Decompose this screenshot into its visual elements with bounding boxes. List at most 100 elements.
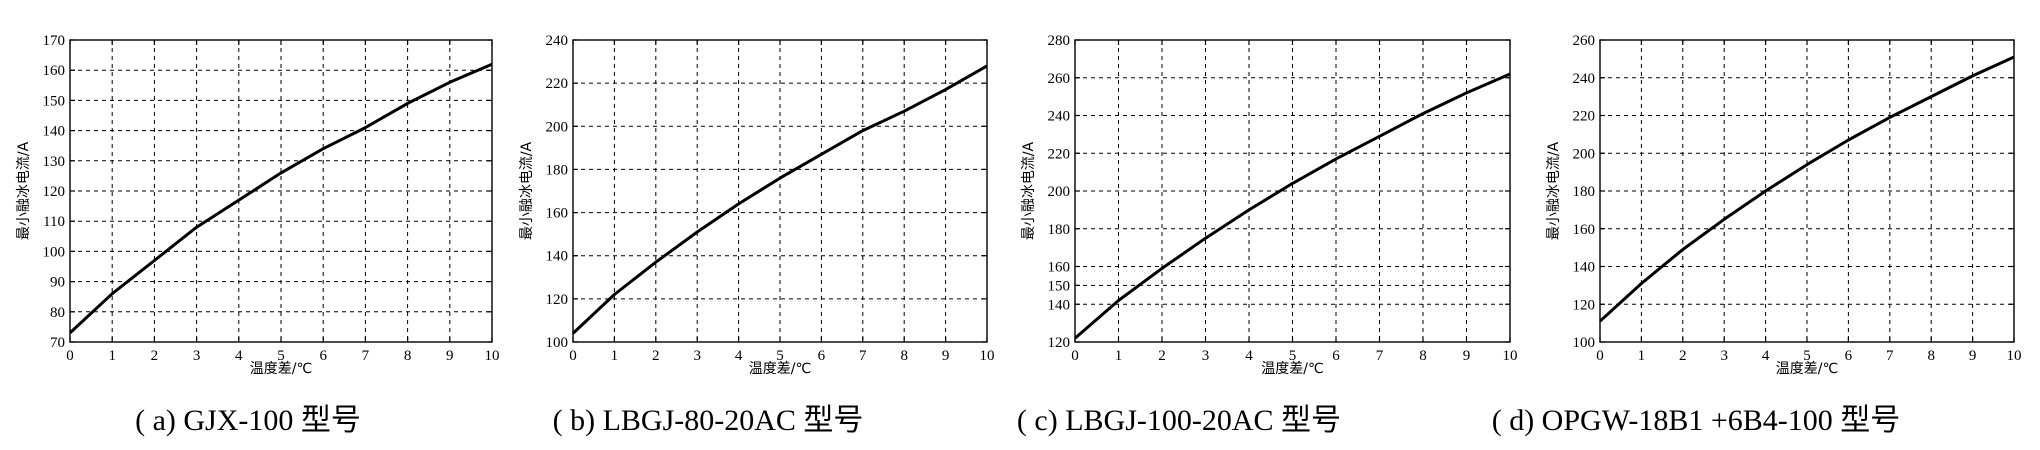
x-tick-label: 2 — [151, 348, 159, 364]
y-tick-label: 220 — [1048, 146, 1071, 162]
y-axis-label: 最小融冰电流/A — [1546, 141, 1562, 240]
x-tick-label: 1 — [1115, 348, 1123, 364]
x-tick-label: 4 — [235, 348, 243, 364]
y-tick-label: 110 — [43, 214, 65, 230]
y-tick-label: 70 — [50, 335, 65, 351]
x-tick-label: 4 — [1245, 348, 1253, 364]
x-tick-label: 9 — [942, 348, 950, 364]
chart-panel-1: 0 1 2 3 4 5 6 7 8 9 10 70 80 90 100 110 120 130 140 150 160 1… — [16, 33, 500, 437]
x-tick-label: 9 — [1463, 348, 1471, 364]
y-tick-label: 120 — [546, 292, 569, 308]
x-tick-label: 10 — [2007, 348, 2022, 364]
y-axis-label: 最小融冰电流/A — [16, 141, 32, 240]
y-tick-label: 90 — [50, 275, 65, 291]
y-tick-label: 220 — [1573, 109, 1596, 125]
y-tick-label: 180 — [1048, 222, 1071, 238]
y-tick-label: 160 — [43, 63, 66, 79]
x-tick-label: 5 — [1289, 348, 1297, 364]
x-tick-label: 7 — [1886, 348, 1894, 364]
y-tick-label: 150 — [1048, 278, 1071, 294]
x-tick-label: 9 — [446, 348, 454, 364]
x-tick-label: 4 — [735, 348, 743, 364]
y-tick-label: 260 — [1048, 71, 1071, 87]
panel-caption: ( c) LBGJ-100-20AC 型号 — [1017, 404, 1341, 437]
y-tick-label: 260 — [1573, 33, 1596, 49]
x-tick-label: 5 — [277, 348, 285, 364]
x-tick-label: 5 — [776, 348, 784, 364]
x-tick-label: 10 — [980, 348, 995, 364]
x-tick-label: 6 — [319, 348, 327, 364]
x-tick-label: 2 — [1158, 348, 1166, 364]
y-tick-label: 170 — [43, 33, 66, 49]
y-axis-label: 最小融冰电流/A — [519, 141, 535, 240]
y-tick-label: 180 — [546, 162, 569, 178]
x-tick-label: 9 — [1969, 348, 1977, 364]
panel-caption: ( d) OPGW-18B1 +6B4-100 型号 — [1492, 404, 1901, 437]
series-line — [1074, 72, 1511, 340]
x-tick-label: 0 — [1071, 348, 1079, 364]
y-tick-label: 130 — [43, 154, 66, 170]
x-tick-label: 8 — [900, 348, 908, 364]
x-tick-label: 0 — [66, 348, 74, 364]
y-tick-label: 120 — [1573, 297, 1596, 313]
y-tick-label: 240 — [1048, 109, 1071, 125]
y-tick-label: 140 — [546, 249, 569, 265]
series-line — [1598, 55, 2015, 323]
y-tick-label: 240 — [546, 33, 569, 49]
y-tick-label: 200 — [1048, 184, 1071, 200]
x-tick-label: 1 — [611, 348, 619, 364]
y-axis-label: 最小融冰电流/A — [1021, 141, 1037, 240]
y-tick-label: 100 — [546, 335, 569, 351]
x-axis-label: 温度差/℃ — [749, 361, 811, 377]
x-tick-label: 5 — [1803, 348, 1811, 364]
y-tick-label: 140 — [1573, 260, 1596, 276]
x-tick-label: 10 — [1503, 348, 1518, 364]
series-line — [571, 64, 988, 335]
panel-caption: ( a) GJX-100 型号 — [135, 404, 361, 437]
x-tick-label: 3 — [1720, 348, 1728, 364]
x-axis-label: 温度差/℃ — [250, 361, 312, 377]
y-tick-label: 180 — [1573, 184, 1596, 200]
x-tick-label: 8 — [1419, 348, 1427, 364]
x-tick-label: 7 — [1376, 348, 1384, 364]
x-tick-label: 2 — [652, 348, 660, 364]
y-tick-label: 150 — [43, 93, 66, 109]
y-tick-label: 160 — [1048, 260, 1071, 276]
y-tick-label: 160 — [1573, 222, 1596, 238]
y-tick-label: 100 — [1573, 335, 1596, 351]
chart-panel-2: 0 1 2 3 4 5 6 7 8 9 10 100 120 140 160 180 200 220 240 温度差/… — [519, 33, 995, 437]
x-tick-label: 3 — [693, 348, 701, 364]
x-axis-label: 温度差/℃ — [1261, 361, 1323, 377]
y-tick-label: 220 — [546, 76, 569, 92]
x-tick-label: 1 — [1638, 348, 1646, 364]
series-line — [68, 62, 493, 334]
y-tick-label: 240 — [1573, 71, 1596, 87]
x-tick-label: 8 — [1927, 348, 1935, 364]
y-tick-label: 140 — [43, 124, 66, 140]
y-tick-label: 120 — [1048, 335, 1071, 351]
x-tick-label: 6 — [818, 348, 826, 364]
x-tick-label: 8 — [404, 348, 412, 364]
x-axis-label: 温度差/℃ — [1776, 361, 1838, 377]
x-tick-label: 6 — [1845, 348, 1853, 364]
y-tick-label: 200 — [546, 119, 569, 135]
x-tick-label: 6 — [1332, 348, 1340, 364]
x-tick-label: 2 — [1679, 348, 1687, 364]
x-tick-label: 10 — [485, 348, 500, 364]
x-tick-label: 4 — [1762, 348, 1770, 364]
x-tick-label: 3 — [193, 348, 201, 364]
x-tick-label: 0 — [1596, 348, 1604, 364]
y-tick-label: 160 — [546, 206, 569, 222]
chart-panel-4: 0 1 2 3 4 5 6 7 8 9 10 100 120 140 160 180 200 220 240 260 温… — [1492, 33, 2022, 437]
y-tick-label: 80 — [50, 305, 65, 321]
y-tick-label: 280 — [1048, 33, 1071, 49]
x-tick-label: 1 — [108, 348, 116, 364]
y-tick-label: 200 — [1573, 146, 1596, 162]
x-tick-label: 7 — [362, 348, 370, 364]
x-tick-label: 7 — [859, 348, 867, 364]
chart-panel-3: 0 1 2 3 4 5 6 7 8 9 10 120 140 150 160 180 200 220 240 260 2… — [1017, 33, 1518, 437]
panel-caption: ( b) LBGJ-80-20AC 型号 — [553, 404, 864, 437]
y-tick-label: 100 — [43, 244, 66, 260]
x-tick-label: 3 — [1202, 348, 1210, 364]
